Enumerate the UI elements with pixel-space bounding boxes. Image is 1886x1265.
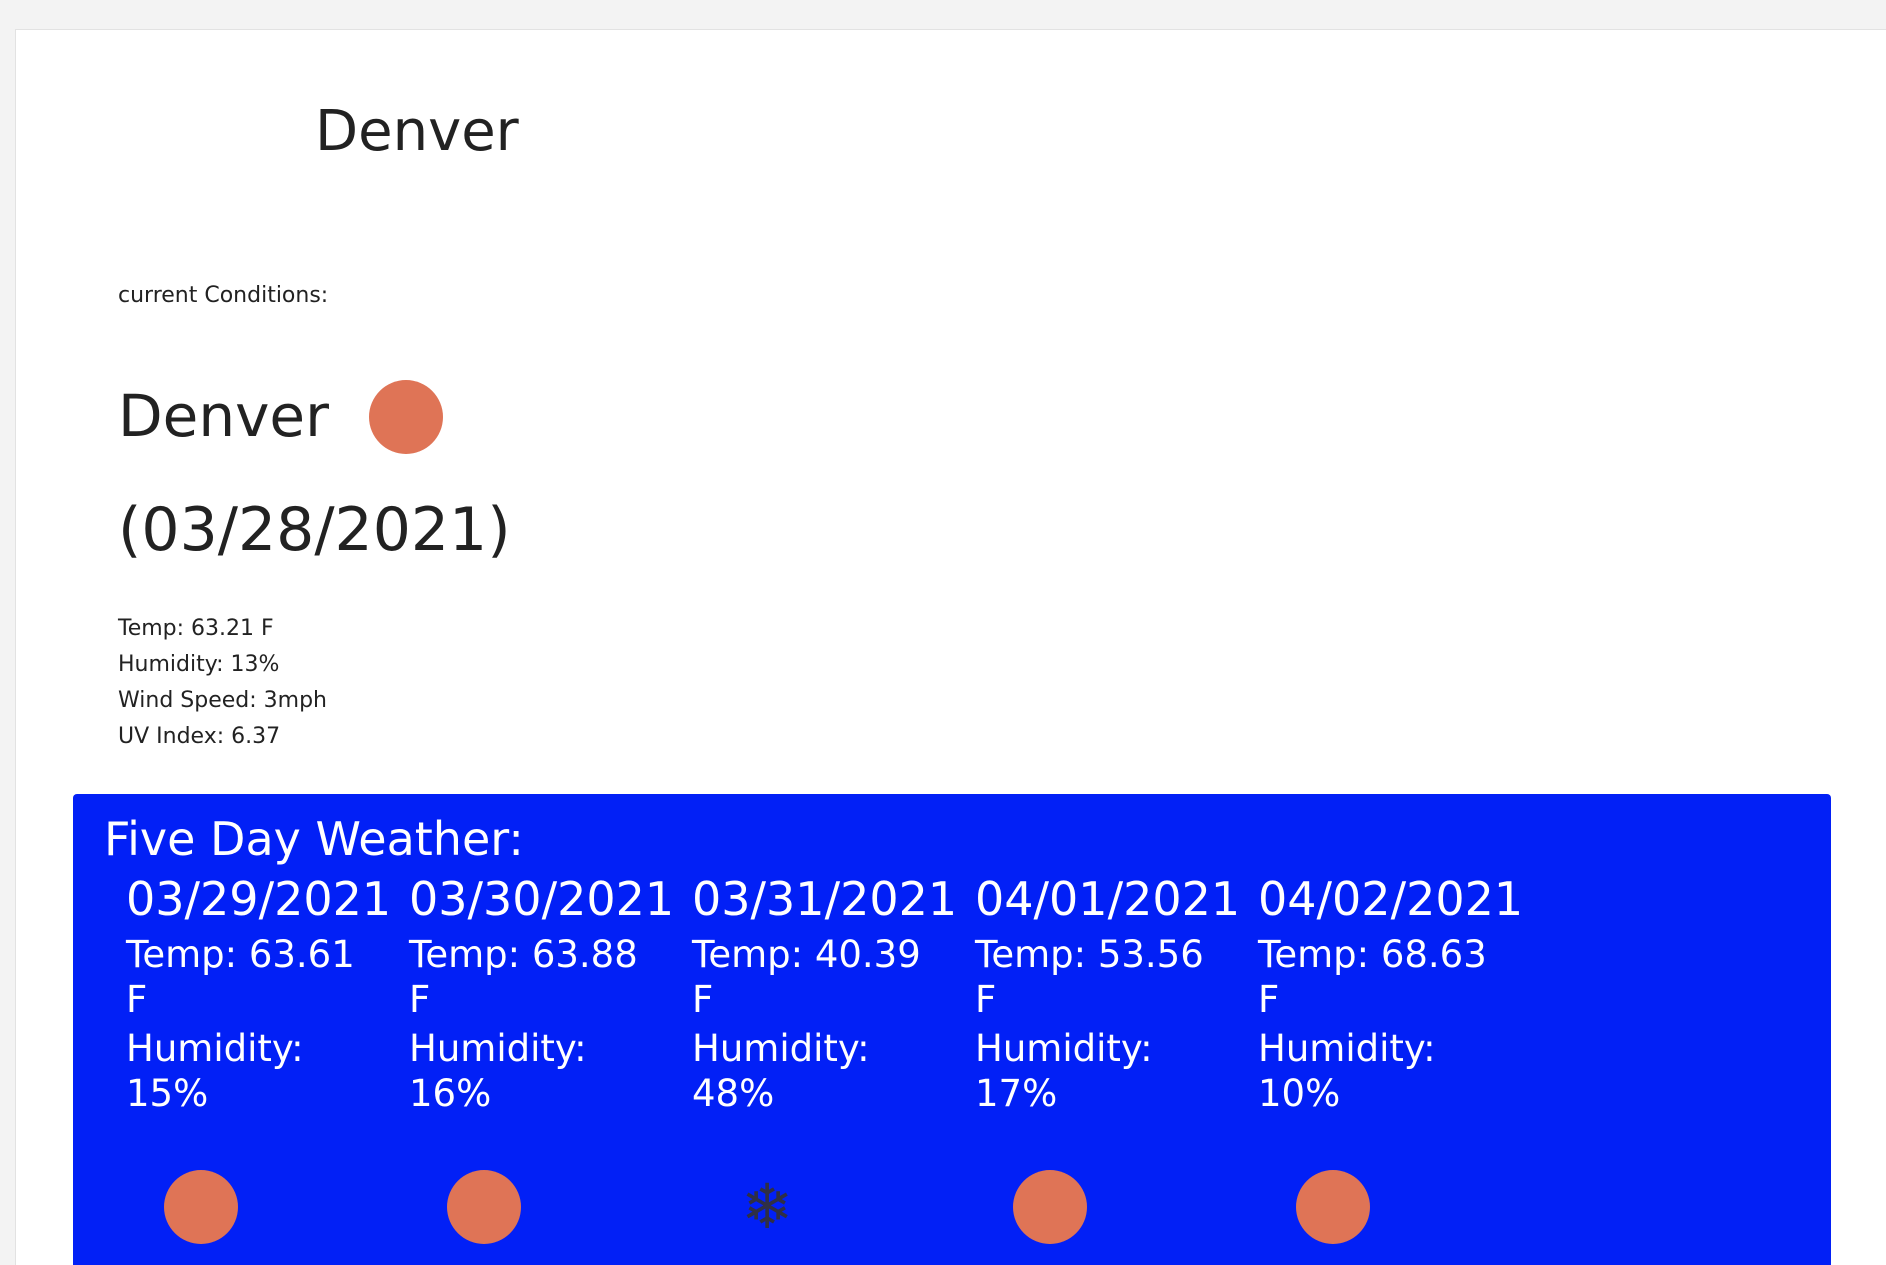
forecast-icon: ❄ (730, 1170, 804, 1244)
current-city-row: Denver (118, 380, 443, 454)
forecast-icon (1296, 1170, 1370, 1244)
forecast-humidity: Humidity: 10% (1258, 1027, 1436, 1115)
forecast-day: 03/31/2021 Temp: 40.39 F Humidity: 48% ❄ (692, 870, 975, 1260)
forecast-day: 03/29/2021 Temp: 63.61 F Humidity: 15% (126, 870, 409, 1260)
weather-page: Denver current Conditions: Denver (03/28… (15, 29, 1886, 1265)
sun-icon (368, 380, 443, 454)
forecast-date: 03/30/2021 (409, 872, 675, 926)
forecast-date: 04/01/2021 (975, 872, 1241, 926)
sun-icon (1013, 1170, 1087, 1244)
forecast-humidity: Humidity: 15% (126, 1027, 304, 1115)
forecast-humidity: Humidity: 17% (975, 1027, 1153, 1115)
forecast-day: 04/02/2021 Temp: 68.63 F Humidity: 10% (1258, 870, 1541, 1260)
forecast-temp: Temp: 68.63 F (1258, 933, 1487, 1021)
sun-icon (447, 1170, 521, 1244)
forecast-day: 03/30/2021 Temp: 63.88 F Humidity: 16% (409, 870, 692, 1260)
current-city-name: Denver (118, 382, 329, 451)
current-uv-index: UV Index: 6.37 (118, 724, 281, 749)
sun-icon (164, 1170, 238, 1244)
forecast-date: 03/29/2021 (126, 872, 392, 926)
forecast-date: 03/31/2021 (692, 872, 958, 926)
sun-icon (1296, 1170, 1370, 1244)
forecast-date: 04/02/2021 (1258, 872, 1524, 926)
forecast-humidity: Humidity: 16% (409, 1027, 587, 1115)
forecast-days: 03/29/2021 Temp: 63.61 F Humidity: 15% 0… (126, 870, 1541, 1260)
forecast-icon (164, 1170, 238, 1244)
forecast-title: Five Day Weather: (104, 812, 524, 866)
current-temp: Temp: 63.21 F (118, 616, 274, 641)
page-title: Denver (315, 99, 519, 164)
forecast-temp: Temp: 40.39 F (692, 933, 921, 1021)
forecast-day: 04/01/2021 Temp: 53.56 F Humidity: 17% (975, 870, 1258, 1260)
snowflake-icon: ❄ (741, 1170, 793, 1243)
forecast-icon (1013, 1170, 1087, 1244)
current-date: (03/28/2021) (118, 495, 511, 565)
five-day-forecast: Five Day Weather: 03/29/2021 Temp: 63.61… (73, 794, 1831, 1265)
forecast-temp: Temp: 63.61 F (126, 933, 355, 1021)
forecast-temp: Temp: 63.88 F (409, 933, 638, 1021)
forecast-humidity: Humidity: 48% (692, 1027, 870, 1115)
current-wind-speed: Wind Speed: 3mph (118, 688, 327, 713)
current-details: Temp: 63.21 F Humidity: 13% Wind Speed: … (118, 611, 327, 755)
forecast-temp: Temp: 53.56 F (975, 933, 1204, 1021)
forecast-icon (447, 1170, 521, 1244)
current-conditions-label: current Conditions: (118, 283, 329, 308)
current-humidity: Humidity: 13% (118, 652, 280, 677)
